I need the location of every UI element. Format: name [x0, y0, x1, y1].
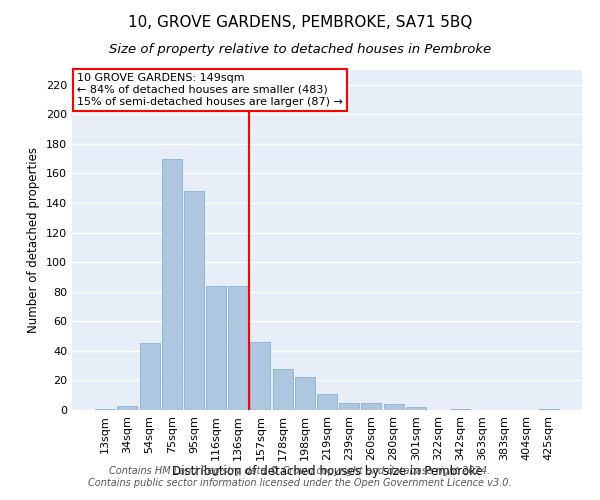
Text: 10 GROVE GARDENS: 149sqm
← 84% of detached houses are smaller (483)
15% of semi-: 10 GROVE GARDENS: 149sqm ← 84% of detach… [77, 74, 343, 106]
Bar [361, 402, 382, 410]
Bar [206, 286, 226, 410]
Bar [272, 368, 293, 410]
Bar [383, 404, 404, 410]
Bar [450, 408, 470, 410]
Text: Contains HM Land Registry data © Crown copyright and database right 2024.
Contai: Contains HM Land Registry data © Crown c… [88, 466, 512, 487]
X-axis label: Distribution of detached houses by size in Pembroke: Distribution of detached houses by size … [172, 466, 482, 478]
Bar [162, 158, 182, 410]
Bar [539, 408, 559, 410]
Bar [339, 402, 359, 410]
Bar [184, 191, 204, 410]
Bar [118, 406, 137, 410]
Text: Size of property relative to detached houses in Pembroke: Size of property relative to detached ho… [109, 42, 491, 56]
Bar [228, 286, 248, 410]
Bar [317, 394, 337, 410]
Bar [295, 378, 315, 410]
Y-axis label: Number of detached properties: Number of detached properties [28, 147, 40, 333]
Bar [250, 342, 271, 410]
Bar [406, 407, 426, 410]
Bar [140, 344, 160, 410]
Bar [95, 408, 115, 410]
Text: 10, GROVE GARDENS, PEMBROKE, SA71 5BQ: 10, GROVE GARDENS, PEMBROKE, SA71 5BQ [128, 15, 472, 30]
